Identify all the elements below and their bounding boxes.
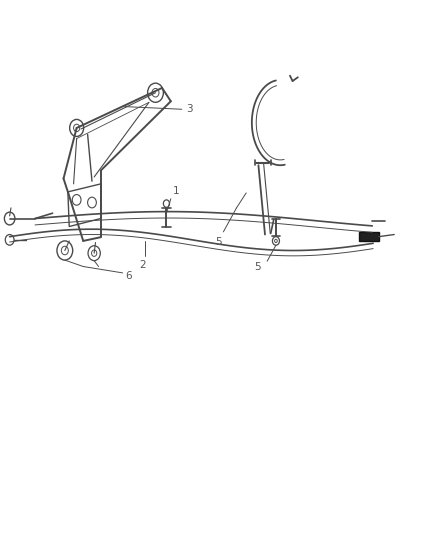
Text: 2: 2 — [139, 260, 146, 270]
Text: 5: 5 — [215, 237, 223, 247]
Text: 6: 6 — [126, 271, 132, 280]
Text: 3: 3 — [186, 104, 193, 114]
Text: 1: 1 — [173, 186, 180, 196]
Text: 5: 5 — [254, 262, 261, 271]
Bar — [359, 232, 379, 241]
